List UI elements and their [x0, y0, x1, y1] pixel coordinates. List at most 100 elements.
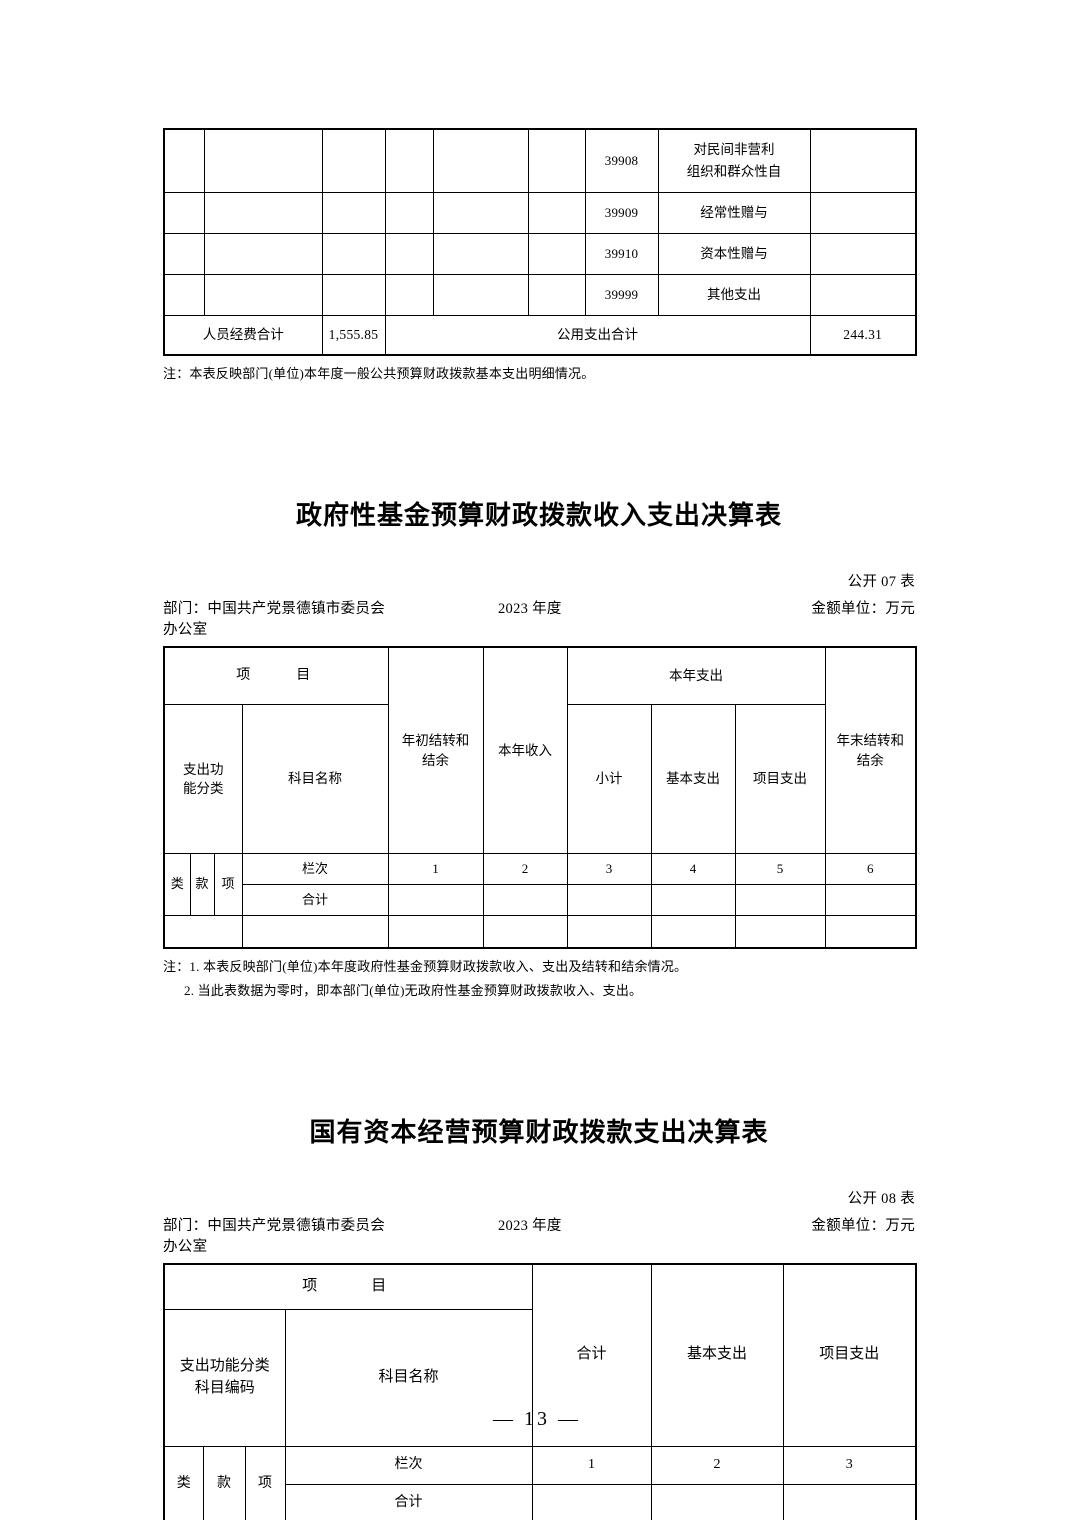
- personnel-total-value: 1,555.85: [321, 315, 386, 356]
- total-label: 合计: [284, 1483, 533, 1520]
- section-07-dept: 部门：中国共产党景德镇市委员会: [163, 601, 385, 618]
- section-07-dept-line2: 办公室: [163, 622, 208, 639]
- column-index-1: 1: [387, 853, 484, 886]
- cell-blank-a: [384, 128, 434, 193]
- section-07-note-2: 2. 当此表数据为零时，即本部门(单位)无政府性基金预算财政拨款收入、支出。: [184, 982, 643, 998]
- header-project-expenditure: 项目支出: [734, 704, 826, 855]
- header-column-index-label: 栏次: [241, 853, 389, 886]
- table-total-row: 合计: [164, 884, 917, 917]
- header-end-balance-l1: 年末结转和: [836, 733, 905, 749]
- cell-xiang: [321, 192, 386, 234]
- blank-cell-1: [387, 915, 484, 949]
- cell-kuan: [203, 274, 323, 316]
- section-07-title: 政府性基金预算财政拨款收入支出决算表: [295, 500, 782, 531]
- cell-kuan: [203, 128, 323, 193]
- cell-xiang: [321, 128, 386, 193]
- header-year-expenditure: 本年支出: [566, 646, 826, 706]
- cell-econ-name: 其他支出: [657, 274, 811, 316]
- cell-xiang: [321, 233, 386, 275]
- table-government-fund-budget: 项 目 年初结转和 结余 本年收入 本年支出 年末结转和 结余 支出功 能分类 …: [163, 646, 918, 949]
- blank-cell-class: [163, 915, 243, 949]
- header-project-expenditure: 项目支出: [782, 1263, 917, 1447]
- header-end-balance-l2: 结余: [856, 752, 884, 768]
- column-index-3: 3: [566, 853, 652, 886]
- column-index-2: 2: [482, 853, 568, 886]
- column-index-3: 3: [782, 1445, 917, 1485]
- blank-cell-5: [734, 915, 826, 949]
- page-number: — 13 —: [493, 1408, 581, 1430]
- header-func-class-l1: 支出功: [183, 761, 224, 777]
- header-begin-balance-l2: 结余: [422, 752, 449, 768]
- total-label: 合计: [241, 884, 389, 917]
- table-header-row-1: 项 目 年初结转和 结余 本年收入 本年支出 年末结转和 结余: [163, 646, 917, 855]
- cell-econ-name: 对民间非营利 组织和群众性自: [657, 128, 811, 193]
- cell-kuan: [203, 233, 323, 275]
- section-08-dept-line2: 办公室: [163, 1238, 208, 1255]
- header-column-index-label: 栏次: [284, 1445, 533, 1485]
- header-func-class: 支出功 能分类: [163, 704, 243, 855]
- cell-blank-b: [432, 128, 529, 193]
- cell-blank-b: [432, 233, 529, 275]
- total-value-4: [650, 884, 736, 917]
- table-blank-row: [163, 915, 917, 949]
- header-lei: 类: [163, 853, 191, 917]
- header-kuan: 款: [202, 1445, 246, 1520]
- cell-blank-a: [384, 233, 434, 275]
- table-summary-row: 人员经费合计 1,555.85 公用支出合计 244.31: [163, 315, 917, 356]
- total-value-3: [782, 1483, 917, 1520]
- blank-cell-4: [650, 915, 736, 949]
- header-kuan: 款: [189, 853, 215, 917]
- total-value-5: [734, 884, 826, 917]
- header-func-class-l2: 科目编码: [194, 1379, 255, 1396]
- table-state-capital-budget: 项 目 合计 基本支出 项目支出 支出功能分类 科目编码 科目名称 类 款 项 …: [163, 1262, 918, 1520]
- header-begin-balance-l1: 年初结转和: [401, 733, 470, 749]
- total-value-3: [566, 884, 652, 917]
- cell-kuan: [203, 192, 323, 234]
- cell-amount: [809, 274, 917, 316]
- table-total-row: 合计: [164, 1483, 917, 1520]
- column-index-5: 5: [734, 853, 826, 886]
- cell-amount: [809, 233, 917, 275]
- cell-blank-b: [432, 274, 529, 316]
- table-row: 39909 经常性赠与: [163, 192, 917, 234]
- public-total-label: 公用支出合计: [384, 315, 811, 356]
- total-value-2: [650, 1483, 784, 1520]
- cell-amount: [809, 192, 917, 234]
- header-xiang: 项: [213, 853, 243, 917]
- cell-xiang: [321, 274, 386, 316]
- table-column-index-row: 类 款 项 栏次 1 2 3 4 5 6: [163, 853, 917, 917]
- cell-blank-c: [527, 233, 586, 275]
- section-07-table-no: 公开 07 表: [847, 574, 915, 591]
- table-row: 39910 资本性赠与: [163, 233, 917, 275]
- header-year-income: 本年收入: [482, 646, 568, 855]
- table-basic-expenditure-continuation: 39908 对民间非营利 组织和群众性自 39909 经常性赠与: [163, 128, 917, 356]
- page-content: 39908 对民间非营利 组织和群众性自 39909 经常性赠与: [163, 0, 918, 1520]
- cell-lei: [163, 128, 205, 193]
- econ-name-line2: 组织和群众性自: [686, 164, 782, 179]
- cell-econ-code: 39908: [584, 128, 659, 193]
- section-07-note-1: 注：1. 本表反映部门(单位)本年度政府性基金预算财政拨款收入、支出及结转和结余…: [163, 958, 688, 974]
- cell-econ-code: 39910: [584, 233, 659, 275]
- public-total-value: 244.31: [809, 315, 917, 356]
- cell-blank-b: [432, 192, 529, 234]
- header-basic-expenditure: 基本支出: [650, 704, 736, 855]
- column-index-2: 2: [650, 1445, 784, 1485]
- econ-name-line1: 对民间非营利: [693, 141, 775, 157]
- cell-lei: [163, 233, 205, 275]
- cell-econ-name: 经常性赠与: [657, 192, 811, 234]
- header-func-class-l1: 支出功能分类: [179, 1358, 270, 1375]
- section-07-meta: 部门：中国共产党景德镇市委员会 2023 年度 金额单位：万元: [163, 597, 915, 618]
- header-begin-balance: 年初结转和 结余: [387, 646, 484, 855]
- cell-blank-a: [384, 274, 434, 316]
- cell-blank-c: [527, 274, 586, 316]
- section-08-year: 2023 年度: [498, 1217, 562, 1234]
- cell-econ-code: 39909: [584, 192, 659, 234]
- section-08-table-no: 公开 08 表: [847, 1190, 915, 1207]
- header-item: 项 目: [163, 646, 389, 706]
- blank-cell-6: [824, 915, 917, 949]
- cell-lei: [163, 192, 205, 234]
- table-06-note: 注：本表反映部门(单位)本年度一般公共预算财政拨款基本支出明细情况。: [163, 366, 595, 381]
- header-end-balance: 年末结转和 结余: [824, 646, 917, 855]
- header-subject-name: 科目名称: [241, 704, 389, 855]
